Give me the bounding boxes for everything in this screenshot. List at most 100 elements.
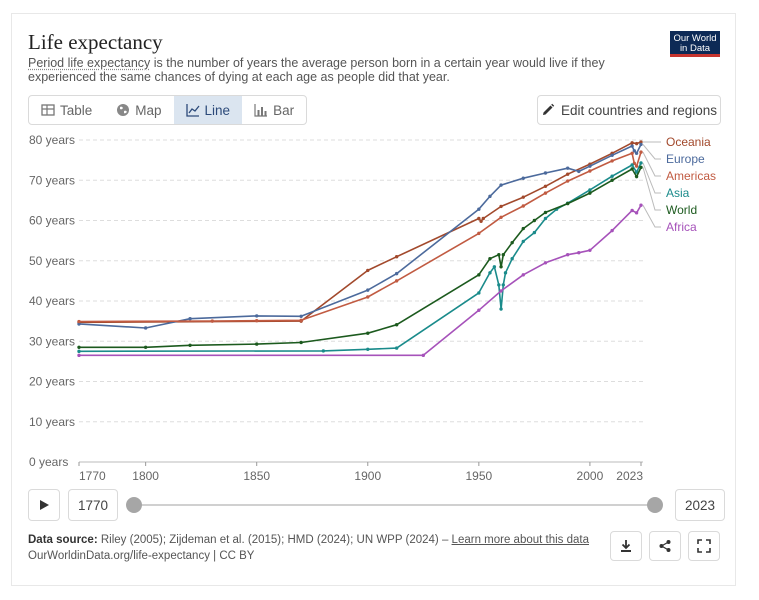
data-point [630,167,634,171]
data-point [610,178,614,182]
logo-line-1: Our World [673,33,717,44]
data-point [321,349,326,353]
data-point [394,323,399,327]
data-point [634,174,639,179]
data-point [188,343,192,347]
data-point [255,342,259,346]
data-point [255,314,259,318]
series-leader-line [642,204,661,228]
series-label-africa[interactable]: Africa [666,220,697,234]
data-point [610,174,614,178]
data-point [394,279,399,283]
timeline-start-year[interactable]: 1770 [68,489,119,521]
data-point [610,153,614,157]
data-point [299,340,303,345]
data-point [488,194,492,199]
tab-bar[interactable]: Bar [242,96,306,124]
data-point [77,353,81,358]
data-point [639,165,643,170]
data-point [639,150,643,154]
series-label-americas[interactable]: Americas [666,169,716,183]
data-point [521,176,525,180]
data-point [510,257,514,261]
series-label-europe[interactable]: Europe [666,152,705,166]
owid-logo[interactable]: Our World in Data [670,31,720,57]
data-point [143,326,148,330]
data-point [488,271,492,275]
learn-more-link[interactable]: Learn more about this data [451,534,589,546]
series-line-africa[interactable] [79,204,642,357]
data-point [477,231,481,236]
fullscreen-button[interactable] [688,531,720,561]
data-point [210,319,214,323]
series-line-world[interactable] [79,167,642,349]
data-point [503,271,508,275]
series-leader-line [642,167,661,211]
tab-map[interactable]: Map [104,96,173,124]
data-point [499,183,503,187]
data-point [477,291,481,295]
tab-label: Table [60,102,93,118]
play-button[interactable] [28,489,60,521]
timeline-start-handle[interactable] [126,497,142,513]
tab-table[interactable]: Table [29,96,104,124]
data-point [366,288,370,292]
data-point [299,314,303,318]
data-point [588,164,592,168]
data-point [77,345,81,349]
data-point [477,216,481,221]
data-point [588,169,592,173]
download-button[interactable] [610,531,642,561]
data-point [366,268,370,273]
x-tick-label: 1900 [354,469,381,483]
data-point [543,191,548,195]
y-tick-label: 30 years [29,334,75,348]
data-point [499,215,503,219]
series-line-europe[interactable] [78,144,642,329]
globe-icon [117,104,130,116]
series-line-oceania[interactable] [78,141,642,324]
data-point [477,207,481,211]
data-point [630,141,634,145]
data-point [521,226,525,231]
data-point [634,211,639,215]
source-label: Data source: [28,534,98,546]
x-tick-label: 1950 [465,469,492,483]
data-point [565,166,570,170]
timeline-end-year[interactable]: 2023 [675,489,726,521]
tab-line[interactable]: Line [173,96,243,124]
series-label-oceania[interactable]: Oceania [666,135,711,149]
x-tick-label: 2000 [577,469,604,483]
data-point [543,210,548,215]
series-line-asia[interactable] [78,162,642,353]
timeline-track[interactable] [134,504,655,506]
y-tick-label: 60 years [29,214,75,228]
data-point [299,318,303,323]
data-point [77,349,81,354]
x-tick-label: 1800 [132,469,159,483]
data-point [499,307,503,311]
subtitle-definition-link[interactable]: Period life expectancy [28,56,151,70]
view-tabs: Table Map Line Bar [28,95,308,125]
series-line-americas[interactable] [78,151,642,323]
data-point [565,201,570,206]
data-point [366,295,370,299]
data-point [630,151,634,155]
data-point [634,151,639,155]
data-point [588,248,592,252]
data-point [565,253,570,257]
data-point [577,251,581,255]
series-label-asia[interactable]: Asia [666,186,690,200]
data-point [543,171,548,175]
chart-title: Life expectancy [28,30,163,54]
share-button[interactable] [649,531,681,561]
data-point [499,204,503,209]
edit-countries-button[interactable]: Edit countries and regions [537,95,721,125]
data-point [497,253,501,257]
data-point [394,255,399,259]
timeline-end-handle[interactable] [647,497,663,513]
data-point [630,144,634,148]
series-label-world[interactable]: World [666,203,697,217]
y-tick-label: 70 years [29,173,75,187]
data-point [366,347,370,351]
